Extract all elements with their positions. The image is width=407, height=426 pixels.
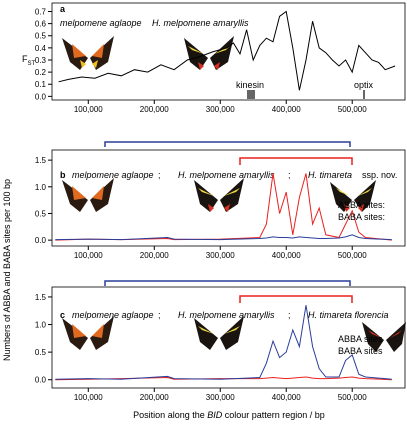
bracket (104, 141, 351, 147)
y-tick-label: 0.1 (35, 80, 47, 89)
butterfly (62, 316, 114, 350)
x-tick-label: 400,000 (272, 105, 301, 114)
plot-frame (51, 286, 406, 389)
y-tick-label: 0.6 (35, 20, 47, 29)
taxon-label: ssp. nov. (362, 170, 397, 180)
bracket (104, 280, 351, 286)
panel-letter: a (60, 4, 66, 14)
data-line (55, 173, 392, 241)
y-tick-label: 0.0 (35, 376, 47, 385)
x-tick-label: 400,000 (272, 251, 301, 260)
gene-marker (247, 90, 365, 99)
separator: ; (288, 310, 291, 320)
taxon-label: melpomene aglaope (60, 18, 142, 28)
x-tick-label: 100,000 (74, 393, 103, 402)
y-tick-label: 0.5 (35, 209, 47, 218)
data-line (55, 305, 392, 380)
legend-label: BABA sites: (338, 212, 385, 222)
y-tick-label: 0.0 (35, 236, 47, 245)
panel-letter: b (60, 170, 66, 180)
bracket (239, 295, 353, 303)
taxon-label: H. melpomene amaryllis (152, 18, 249, 28)
panel-letter: c (60, 310, 65, 320)
x-tick-label: 500,000 (338, 105, 367, 114)
annotation: kinesin (236, 80, 264, 90)
y-tick-label: 1.0 (35, 321, 47, 330)
bracket (239, 157, 353, 165)
butterfly (330, 180, 376, 212)
taxon-label: H. timareta (308, 170, 352, 180)
y-tick-label: 1.5 (35, 156, 47, 165)
butterfly (194, 178, 244, 212)
legend-label: ABBA sites (338, 334, 383, 344)
butterfly (62, 36, 114, 70)
taxon-label: melpomene aglaope (72, 170, 154, 180)
y-tick-label: 1.5 (35, 293, 47, 302)
x-axis-label: Position along the BID colour pattern re… (133, 410, 325, 420)
annotation: optix (354, 80, 374, 90)
legend-label: BABA sites (338, 346, 383, 356)
x-tick-label: 100,000 (74, 105, 103, 114)
data-line (58, 10, 396, 91)
data-line (55, 234, 392, 241)
legend-label: ABBA sites: (338, 200, 385, 210)
butterfly (362, 322, 406, 352)
x-tick-label: 200,000 (140, 393, 169, 402)
y-axis-label: FST (22, 54, 36, 67)
y-tick-label: 0.7 (35, 7, 47, 16)
x-tick-label: 100,000 (74, 251, 103, 260)
separator: ; (158, 170, 161, 180)
taxon-label: melpomene aglaope (72, 310, 154, 320)
butterfly (194, 316, 244, 350)
taxon-label: H. melpomene amaryllis (178, 170, 275, 180)
y-tick-label: 0.4 (35, 44, 47, 53)
taxon-label: H. melpomene amaryllis (178, 310, 275, 320)
y-tick-label: 0.5 (35, 348, 47, 357)
x-tick-label: 200,000 (140, 251, 169, 260)
x-tick-label: 300,000 (206, 105, 235, 114)
taxon-label: H. timareta florencia (308, 310, 389, 320)
x-tick-label: 500,000 (338, 393, 367, 402)
y-axis-label: Numbers of ABBA and BABA sites per 100 b… (2, 179, 12, 361)
y-tick-label: 0.2 (35, 68, 47, 77)
x-tick-label: 300,000 (206, 251, 235, 260)
butterfly (184, 36, 234, 70)
separator: ; (288, 170, 291, 180)
plot-frame (51, 149, 406, 247)
butterfly (62, 178, 114, 212)
x-tick-label: 500,000 (338, 251, 367, 260)
y-tick-label: 0.5 (35, 32, 47, 41)
x-tick-label: 400,000 (272, 393, 301, 402)
plot-frame (51, 2, 406, 101)
x-tick-label: 200,000 (140, 105, 169, 114)
separator: ; (158, 310, 161, 320)
y-tick-label: 0.0 (35, 92, 47, 101)
data-line (55, 376, 392, 381)
y-tick-label: 1.0 (35, 183, 47, 192)
y-tick-label: 0.3 (35, 56, 47, 65)
x-tick-label: 300,000 (206, 393, 235, 402)
